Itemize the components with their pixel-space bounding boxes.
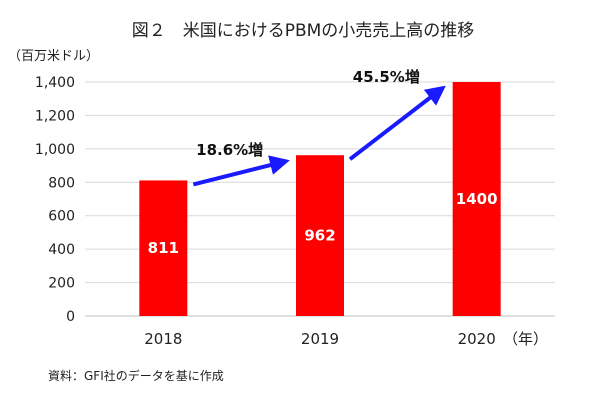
bars: 811 962 1400 bbox=[139, 82, 501, 316]
bar-value-label: 811 bbox=[148, 239, 179, 257]
x-tick-label: 2020 bbox=[458, 330, 496, 348]
bar bbox=[452, 82, 501, 316]
y-tick-label: 1,200 bbox=[35, 108, 75, 124]
y-tick-label: 1,400 bbox=[35, 75, 75, 91]
y-tick-label: 600 bbox=[48, 209, 75, 225]
x-tick-label: 2019 bbox=[301, 330, 339, 348]
bar bbox=[296, 155, 344, 316]
source-note: 資料：GFI社のデータを基に作成 bbox=[48, 368, 224, 383]
y-tick-label: 1,000 bbox=[35, 142, 75, 158]
growth-annotation: 45.5%増 bbox=[353, 68, 420, 86]
y-tick-label: 0 bbox=[66, 309, 75, 325]
growth-arrow bbox=[192, 155, 290, 187]
growth-arrow bbox=[348, 85, 446, 161]
y-tick-label: 800 bbox=[48, 175, 75, 191]
y-axis-unit: （百万米ドル） bbox=[8, 49, 99, 64]
x-axis-unit: （年） bbox=[503, 330, 548, 348]
x-axis-ticks: 2018 2019 2020 bbox=[144, 330, 496, 348]
bar-value-label: 1400 bbox=[456, 190, 498, 208]
y-tick-label: 400 bbox=[48, 242, 75, 258]
growth-annotation: 18.6%増 bbox=[196, 141, 263, 159]
x-tick-label: 2018 bbox=[144, 330, 182, 348]
growth-arrows: 18.6%増 45.5%増 bbox=[192, 68, 446, 187]
y-tick-label: 200 bbox=[48, 276, 75, 292]
chart-title: 図２ 米国におけるPBMの小売売上高の推移 bbox=[132, 21, 475, 41]
bar-value-label: 962 bbox=[304, 227, 335, 245]
bar bbox=[139, 180, 188, 316]
y-axis-ticks: 0 200 400 600 800 1,000 1,200 1,400 bbox=[35, 75, 75, 325]
